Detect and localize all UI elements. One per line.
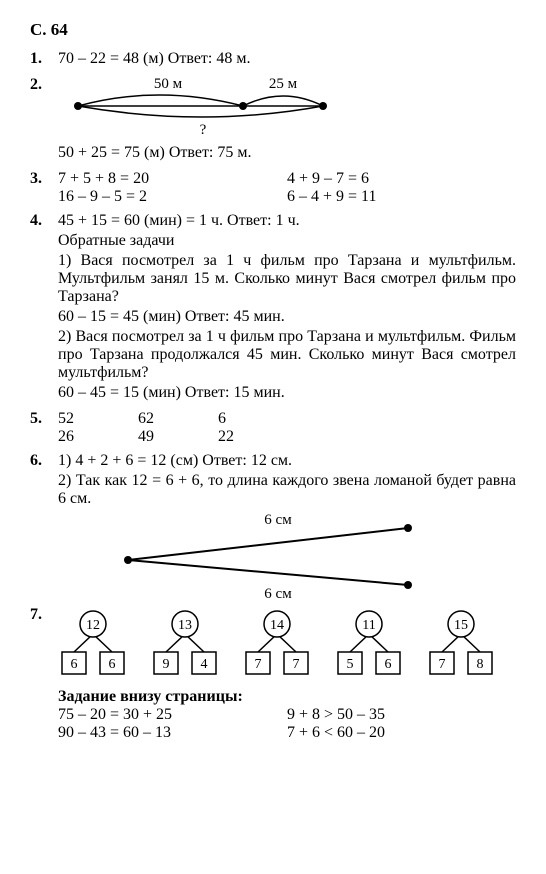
arc-label-right: 25 м [269, 76, 298, 92]
problem-number: 7. [30, 606, 58, 676]
p4-a1: 60 – 15 = 45 (мин) Ответ: 45 мин. [58, 308, 516, 326]
bottom-title: Задание внизу страницы: [58, 688, 516, 706]
problem-1: 1. 70 – 22 = 48 (м) Ответ: 48 м. [30, 50, 516, 70]
page-ref: С. 64 [30, 20, 516, 40]
p4-q1: 1) Вася посмотрел за 1 ч фильм про Тарза… [58, 252, 516, 306]
svg-text:11: 11 [362, 618, 375, 633]
arc-diagram: 50 м 25 м ? [58, 76, 358, 136]
p6-l2: 2) Так как 12 = 6 + 6, то длина каждого … [58, 472, 516, 508]
svg-text:7: 7 [293, 657, 300, 672]
p4-l2: Обратные задачи [58, 232, 516, 250]
svg-text:15: 15 [454, 618, 468, 633]
p1-expr: 70 – 22 = 48 (м) Ответ: 48 м. [58, 50, 516, 68]
number-tree: 14 7 7 [242, 610, 312, 676]
svg-text:6: 6 [71, 657, 78, 672]
svg-text:12: 12 [86, 618, 100, 633]
svg-text:5: 5 [347, 657, 354, 672]
p5-cell: 22 [218, 428, 298, 446]
bottom-r2c1: 90 – 43 = 60 – 13 [58, 724, 287, 742]
p4-a2: 60 – 45 = 15 (мин) Ответ: 15 мин. [58, 384, 516, 402]
seg-label-top: 6 см [264, 512, 292, 528]
p5-cell: 6 [218, 410, 298, 428]
p5-cell: 26 [58, 428, 138, 446]
p3-r2c1: 16 – 9 – 5 = 2 [58, 188, 287, 206]
problem-7: 7. 12661394147711561578 [30, 606, 516, 676]
number-tree: 12 6 6 [58, 610, 128, 676]
number-tree: 13 9 4 [150, 610, 220, 676]
seg-label-bottom: 6 см [264, 586, 292, 600]
svg-text:7: 7 [439, 657, 446, 672]
problem-number: 2. [30, 76, 58, 164]
arc-label-left: 50 м [154, 76, 183, 92]
svg-text:4: 4 [201, 657, 208, 672]
svg-text:7: 7 [255, 657, 262, 672]
number-tree: 1578 [426, 610, 496, 676]
problem-number: 6. [30, 452, 58, 600]
p6-l1: 1) 4 + 2 + 6 = 12 (см) Ответ: 12 см. [58, 452, 516, 470]
svg-text:14: 14 [270, 618, 284, 633]
number-tree: 11 5 6 [334, 610, 404, 676]
angle-diagram: 6 см 6 см [98, 510, 438, 600]
problem-3: 3. 7 + 5 + 8 = 20 4 + 9 – 7 = 6 16 – 9 –… [30, 170, 516, 206]
svg-text:8: 8 [477, 657, 484, 672]
problem-number: 5. [30, 410, 58, 446]
svg-text:6: 6 [109, 657, 116, 672]
svg-text:13: 13 [178, 618, 192, 633]
bottom-r1c2: 9 + 8 > 50 – 35 [287, 706, 516, 724]
problem-number: 3. [30, 170, 58, 206]
problem-2: 2. 50 м 25 м ? 50 + 25 = 75 (м) Ответ: 7… [30, 76, 516, 164]
p2-answer: 50 + 25 = 75 (м) Ответ: 75 м. [58, 144, 516, 162]
p4-q2: 2) Вася посмотрел за 1 ч фильм про Тарза… [58, 328, 516, 382]
arc-label-bottom: ? [200, 122, 207, 136]
p5-cell: 62 [138, 410, 218, 428]
p5-cell: 52 [58, 410, 138, 428]
p4-l1: 45 + 15 = 60 (мин) = 1 ч. Ответ: 1 ч. [58, 212, 516, 230]
svg-text:9: 9 [163, 657, 170, 672]
p5-cell: 49 [138, 428, 218, 446]
svg-text:6: 6 [385, 657, 392, 672]
problem-number: 4. [30, 212, 58, 404]
p3-r1c2: 4 + 9 – 7 = 6 [287, 170, 516, 188]
problem-5: 5. 52 62 6 26 49 22 [30, 410, 516, 446]
problem-4: 4. 45 + 15 = 60 (мин) = 1 ч. Ответ: 1 ч.… [30, 212, 516, 404]
problem-6: 6. 1) 4 + 2 + 6 = 12 (см) Ответ: 12 см. … [30, 452, 516, 600]
bottom-r2c2: 7 + 6 < 60 – 20 [287, 724, 516, 742]
p3-r1c1: 7 + 5 + 8 = 20 [58, 170, 287, 188]
bottom-r1c1: 75 – 20 = 30 + 25 [58, 706, 287, 724]
problem-number: 1. [30, 50, 58, 70]
p3-r2c2: 6 – 4 + 9 = 11 [287, 188, 516, 206]
